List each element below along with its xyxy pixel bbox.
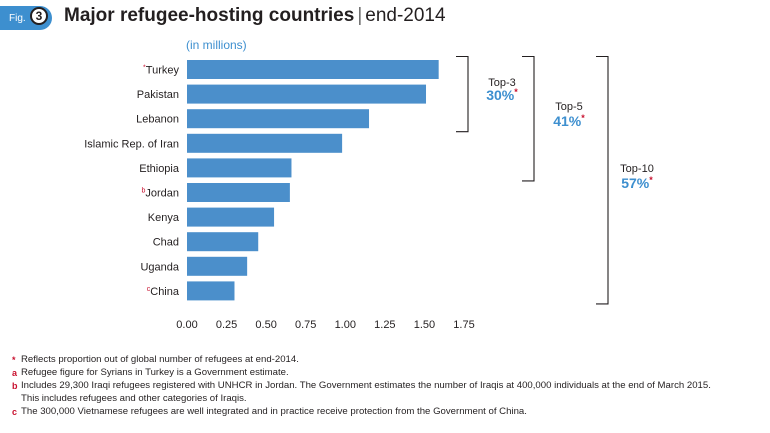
footnotes: * Reflects proportion out of global numbe… [12, 354, 764, 419]
category-label: Lebanon [136, 114, 179, 126]
x-tick-label: 1.75 [453, 319, 474, 331]
chart-title-separator: | [357, 5, 363, 26]
category-label: Kenya [148, 212, 180, 224]
bracket [522, 55, 535, 182]
figure-badge: Fig. 3 [0, 6, 52, 30]
x-tick-label: 1.25 [374, 319, 395, 331]
unit-label: (in millions) [186, 38, 247, 52]
bracket-label: Top-5 [555, 101, 583, 113]
bar [187, 232, 259, 252]
footnote-text: Includes 29,300 Iraqi refugees registere… [21, 380, 711, 391]
figure-number: 3 [30, 7, 48, 25]
figure-label: Fig. [9, 12, 26, 24]
bar [187, 60, 439, 79]
category-label: bJordan [141, 188, 179, 200]
x-tick-label: 0.50 [255, 319, 276, 331]
bracket-value: 57%* [621, 175, 653, 191]
chart-title-subtitle: end-2014 [365, 5, 446, 26]
bar-chart: *Turkey Pakistan Lebanon Islamic Rep. of Ir… [84, 55, 654, 331]
x-tick-label: 1.50 [414, 319, 435, 331]
footnote-text: Refugee figure for Syrians in Turkey is … [21, 367, 289, 378]
footnote-marker: * [12, 355, 16, 365]
bracket-label: Top-3 [488, 77, 516, 89]
bar [187, 158, 292, 178]
footnote: This includes refugees and other categor… [12, 393, 764, 405]
footnote-marker: b [12, 381, 18, 391]
category-label: Pakistan [137, 89, 179, 101]
bar [187, 84, 427, 104]
bar [187, 207, 275, 227]
category-label: *Turkey [143, 65, 179, 77]
footnote: b Includes 29,300 Iraqi refugees register… [12, 380, 764, 392]
chart-title: Major refugee-hosting countries | end-2014 [64, 5, 446, 27]
bar [187, 133, 343, 153]
footnote-marker: c [12, 407, 18, 417]
category-label: Chad [153, 237, 179, 249]
footnote: a Refugee figure for Syrians in Turkey is… [12, 367, 764, 379]
footnote: * Reflects proportion out of global numbe… [12, 354, 764, 366]
bracket [456, 55, 469, 133]
bar [187, 281, 235, 301]
chart-title-main: Major refugee-hosting countries [64, 5, 355, 26]
footnote-text: The 300,000 Vietnamese refugees are well… [21, 406, 527, 417]
x-tick-label: 0.00 [176, 319, 197, 331]
category-label: cChina [147, 286, 180, 298]
x-tick-label: 1.00 [335, 319, 356, 331]
bracket [596, 55, 609, 305]
x-tick-label: 0.25 [216, 319, 237, 331]
footnote-text: Reflects proportion out of global number… [21, 354, 299, 365]
footnote-marker: a [12, 368, 18, 378]
category-label: Islamic Rep. of Iran [84, 138, 179, 150]
bracket-value: 30%* [486, 87, 518, 103]
footnote-marker [12, 393, 21, 405]
x-tick-label: 0.75 [295, 319, 316, 331]
category-label: Ethiopia [139, 163, 180, 175]
bracket-label: Top-10 [620, 163, 654, 175]
bracket-value: 41%* [553, 113, 585, 129]
category-label: Uganda [140, 261, 179, 273]
footnote-text: This includes refugees and other categor… [21, 393, 247, 404]
bar [187, 256, 248, 276]
bar [187, 109, 370, 129]
bar [187, 183, 290, 202]
footnote: c The 300,000 Vietnamese refugees are wel… [12, 406, 764, 418]
